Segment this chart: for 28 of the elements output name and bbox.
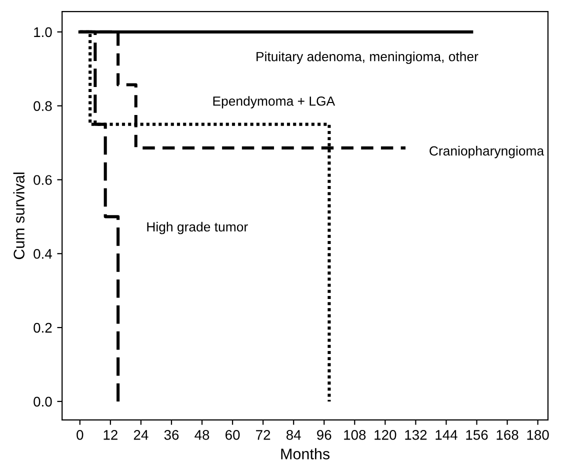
x-tick-label: 60	[226, 430, 240, 440]
x-tick-label: 156	[466, 430, 488, 440]
y-tick-label: 0.2	[34, 322, 52, 333]
x-tick-label: 132	[405, 430, 427, 440]
text: High grade tumor	[147, 222, 248, 234]
series-label: Pituitary adenoma, meningioma, other	[256, 52, 478, 64]
y-tick-label: 0.0	[34, 396, 52, 407]
x-tick-label: 168	[496, 430, 518, 440]
y-tick-label: 0.4	[34, 248, 52, 259]
x-tick-label: 120	[374, 430, 396, 440]
series-label: Ependymoma + LGA	[213, 96, 336, 108]
y-tick-label: 1.0	[34, 27, 52, 38]
x-tick-label: 72	[256, 430, 270, 440]
x-tick-label: 84	[286, 430, 301, 440]
x-tick-label: 96	[317, 430, 332, 440]
x-tick-label: 180	[527, 430, 549, 440]
y-axis-title: Cum survival	[13, 172, 24, 260]
y-tick-label: 0.6	[34, 175, 52, 185]
x-tick-label: 144	[436, 430, 458, 440]
x-tick-label: 48	[194, 430, 210, 440]
x-tick-label: 36	[164, 430, 179, 440]
x-tick-label: 24	[134, 430, 148, 440]
x-tick-label: 12	[104, 430, 118, 440]
x-tick-label: 0	[76, 430, 84, 440]
x-tick-label: 108	[344, 430, 366, 440]
y-tick-label: 0.8	[34, 101, 52, 111]
x-axis-title: Months	[281, 448, 330, 460]
series-label: Craniopharyngioma	[430, 146, 544, 158]
